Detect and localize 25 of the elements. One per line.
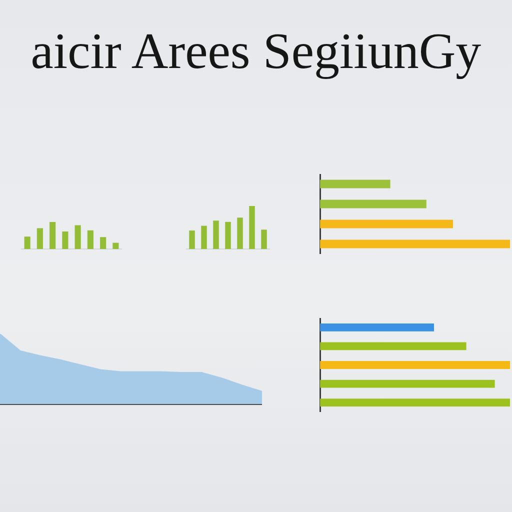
bar	[320, 240, 510, 248]
bar	[201, 226, 207, 249]
bar	[225, 222, 231, 249]
bar	[100, 237, 106, 249]
bar	[320, 220, 453, 228]
bar	[189, 230, 195, 249]
bar	[320, 180, 390, 188]
bar	[87, 230, 94, 249]
bar	[320, 323, 434, 332]
bar	[237, 218, 243, 249]
bar	[24, 236, 30, 249]
bar	[112, 242, 119, 249]
bar	[320, 200, 426, 208]
bar	[320, 342, 466, 350]
bar	[62, 231, 68, 249]
bar	[36, 228, 43, 249]
bar	[320, 398, 510, 407]
bar	[320, 361, 510, 369]
bar	[50, 222, 56, 249]
bar	[261, 230, 267, 249]
bar	[213, 220, 219, 249]
bar	[74, 225, 81, 249]
bar	[249, 206, 255, 249]
bar	[320, 380, 495, 388]
text: aicir Arees SegiiunGy	[30, 23, 482, 82]
